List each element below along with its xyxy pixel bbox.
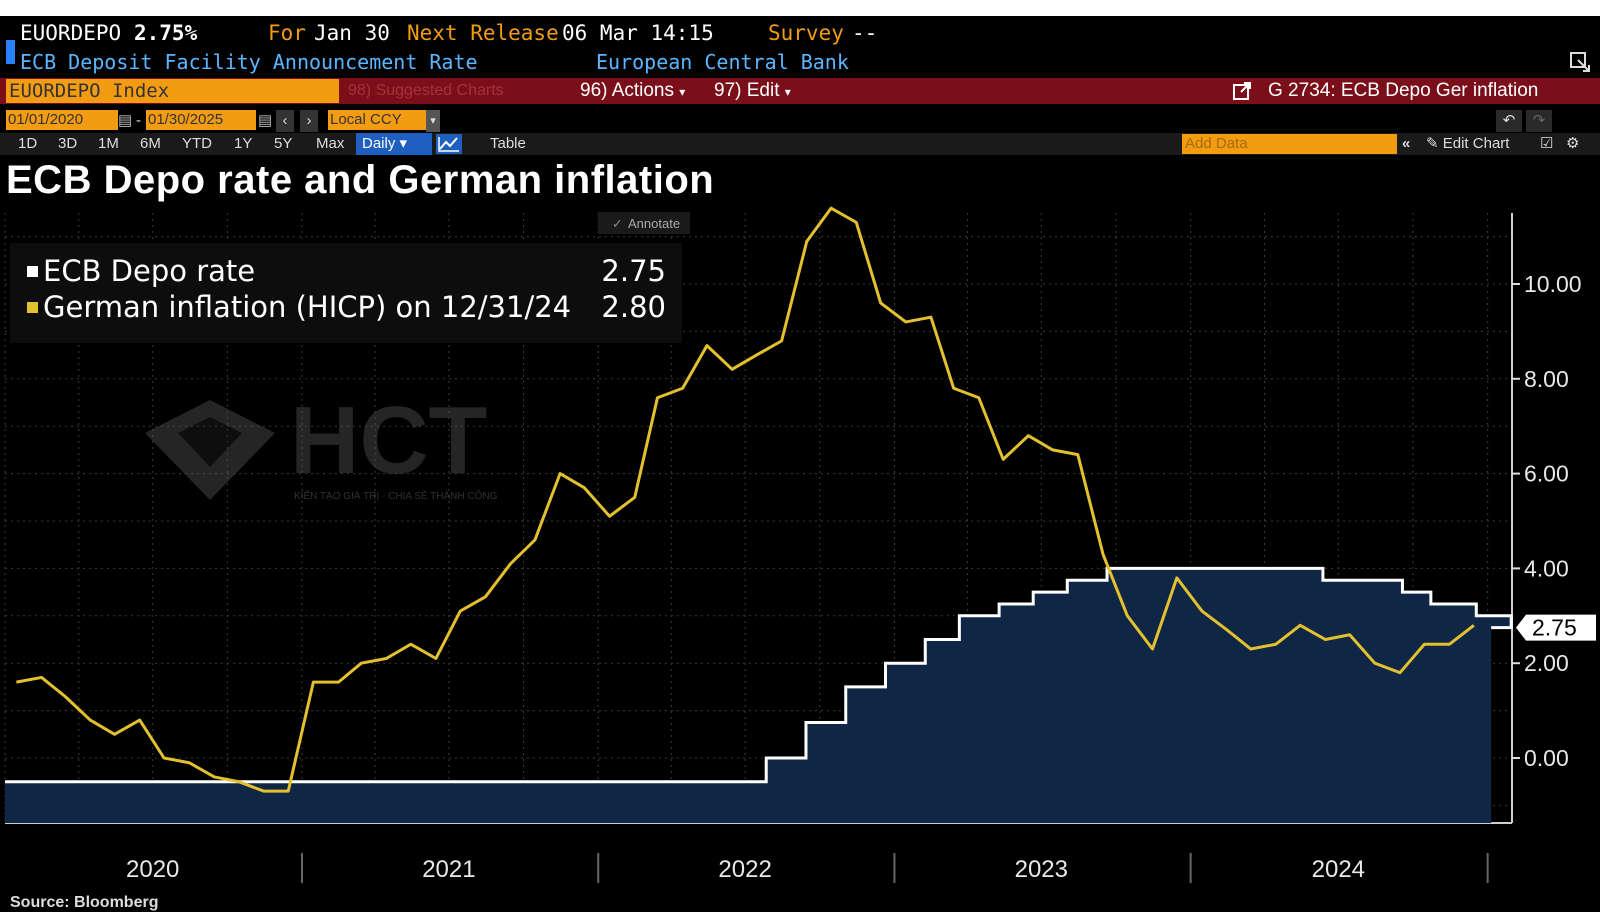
watermark: HCT KIẾN TẠO GIÁ TRỊ - CHIA SẺ THÀNH CÔN… <box>145 387 498 502</box>
last-value-label: 2.75 <box>1516 614 1596 641</box>
german-inflation-line <box>16 206 1475 793</box>
legend-swatch <box>27 266 38 277</box>
frequency-select[interactable]: Daily ▾ <box>356 133 432 155</box>
legend-series-name: German inflation (HICP) on 12/31/24 <box>43 290 571 324</box>
x-axis: 2020 2021 2022 2023 2024 <box>126 853 1489 883</box>
edit-chart-label: Edit Chart <box>1442 135 1510 152</box>
survey-value: -- <box>852 21 878 45</box>
edit-menu[interactable]: 97) Edit ▾ <box>714 78 791 105</box>
pencil-icon: ✎ <box>1426 135 1439 152</box>
chart-svg[interactable]: HCT KIẾN TẠO GIÁ TRỊ - CHIA SẺ THÀNH CÔN… <box>0 205 1600 895</box>
redo-icon[interactable]: ↷ <box>1526 110 1552 132</box>
currency-select[interactable]: Local CCY <box>328 110 426 130</box>
checkbox-icon[interactable]: ☑ <box>1540 135 1554 152</box>
add-data-input[interactable]: Add Data <box>1182 134 1397 154</box>
y-tick-label: 8.00 <box>1524 366 1569 392</box>
end-date-input[interactable]: 01/30/2025 <box>146 110 256 130</box>
period-bar: 1D 3D 1M 6M YTD 1Y 5Y Max Daily ▾ Table … <box>0 133 1600 155</box>
expand-icon[interactable] <box>1568 50 1592 81</box>
survey-label: Survey <box>768 21 844 45</box>
last-value-text: 2.75 <box>1532 615 1577 641</box>
ticker[interactable]: EUORDEPO <box>20 21 122 45</box>
collapse-icon[interactable]: « <box>1402 135 1411 152</box>
period-1d[interactable]: 1D <box>18 135 38 152</box>
period-max[interactable]: Max <box>316 135 345 152</box>
undo-icon[interactable]: ↶ <box>1496 110 1522 132</box>
ticker-value: 2.75% <box>134 21 198 45</box>
next-release-value: 06 Mar 14:15 <box>562 21 714 45</box>
period-1y[interactable]: 1Y <box>234 135 253 152</box>
annotate-check-icon: ✓ <box>612 216 623 231</box>
legend-series-value: 2.75 <box>601 254 666 288</box>
y-tick-label: 2.00 <box>1524 650 1569 676</box>
ticker-marker <box>6 40 15 64</box>
range-bar: 01/01/2020 ▤ - 01/30/2025 ▤ ‹ › Local CC… <box>0 110 1600 132</box>
actions-menu[interactable]: 96) Actions ▾ <box>580 78 685 105</box>
period-1m[interactable]: 1M <box>98 135 119 152</box>
period-6m[interactable]: 6M <box>140 135 161 152</box>
source-note: Source: Bloomberg <box>10 894 159 911</box>
legend-box <box>10 243 682 343</box>
x-tick-label: 2023 <box>1015 856 1068 883</box>
period-3d[interactable]: 3D <box>58 135 78 152</box>
y-axis: 0.00 2.00 4.00 6.00 8.00 10.00 <box>1512 271 1582 771</box>
x-tick-label: 2020 <box>126 856 179 883</box>
edit-chevron-icon: ▾ <box>784 85 791 99</box>
x-tick-label: 2022 <box>718 856 771 883</box>
period-ytd[interactable]: YTD <box>182 135 212 152</box>
for-date: Jan 30 <box>314 21 390 45</box>
currency-chevron-icon[interactable]: ▾ <box>426 110 440 132</box>
watermark-logo-icon <box>145 400 275 500</box>
next-release-label: Next Release <box>407 21 559 45</box>
edit-chart-button[interactable]: ✎ Edit Chart <box>1426 133 1509 155</box>
y-tick-label: 0.00 <box>1524 745 1569 771</box>
top-white-strip <box>0 0 1600 16</box>
range-separator: - <box>136 112 141 129</box>
legend-series-name: ECB Depo rate <box>43 254 255 288</box>
prev-range-icon[interactable]: ‹ <box>276 110 294 132</box>
toolbar: EUORDEPO Index 98) Suggested Charts 96) … <box>0 78 1600 104</box>
y-tick-label: 10.00 <box>1524 271 1582 297</box>
actions-chevron-icon: ▾ <box>679 85 686 99</box>
header-row-2: ECB Deposit Facility Announcement Rate E… <box>0 48 1600 76</box>
legend-swatch <box>27 302 38 313</box>
security-input[interactable]: EUORDEPO Index <box>6 79 339 103</box>
security-description: ECB Deposit Facility Announcement Rate <box>20 50 478 74</box>
security-source: European Central Bank <box>596 50 849 74</box>
x-tick-label: 2021 <box>422 856 475 883</box>
chart-title: ECB Depo rate and German inflation <box>6 158 715 202</box>
legend: ECB Depo rate 2.75 German inflation (HICP)… <box>10 243 682 343</box>
gear-icon[interactable]: ⚙ <box>1566 135 1580 152</box>
depo-rate-area <box>5 568 1512 823</box>
x-tick-label: 2024 <box>1312 856 1365 883</box>
launch-icon[interactable] <box>1232 81 1252 109</box>
annotate-button[interactable]: ✓ Annotate <box>598 212 690 234</box>
edit-label: 97) Edit <box>714 80 780 101</box>
watermark-tagline: KIẾN TẠO GIÁ TRỊ - CHIA SẺ THÀNH CÔNG <box>294 489 498 502</box>
chart-id-title: G 2734: ECB Depo Ger inflation <box>1268 80 1539 101</box>
period-5y[interactable]: 5Y <box>274 135 293 152</box>
watermark-brand: HCT <box>290 387 487 494</box>
suggested-charts-button[interactable]: 98) Suggested Charts <box>348 82 504 99</box>
y-tick-label: 6.00 <box>1524 461 1569 487</box>
legend-series-value: 2.80 <box>601 290 666 324</box>
start-date-input[interactable]: 01/01/2020 <box>6 110 118 130</box>
y-tick-label: 4.00 <box>1524 555 1569 581</box>
chart-type-icon[interactable] <box>436 134 462 161</box>
for-label: For <box>268 21 306 45</box>
end-calendar-icon[interactable]: ▤ <box>258 112 273 129</box>
table-button[interactable]: Table <box>490 135 526 152</box>
start-calendar-icon[interactable]: ▤ <box>118 112 133 129</box>
actions-label: 96) Actions <box>580 80 674 101</box>
annotate-label: Annotate <box>628 216 680 231</box>
header-row-1: EUORDEPO 2.75% For Jan 30 Next Release 0… <box>0 18 1600 64</box>
next-range-icon[interactable]: › <box>300 110 318 132</box>
frequency-chevron-icon: ▾ <box>399 135 408 152</box>
watermark-logo-inner-icon <box>178 417 242 467</box>
depo-rate-line <box>5 566 1513 784</box>
frequency-label: Daily <box>362 135 396 152</box>
last-value-badge <box>1516 614 1596 641</box>
